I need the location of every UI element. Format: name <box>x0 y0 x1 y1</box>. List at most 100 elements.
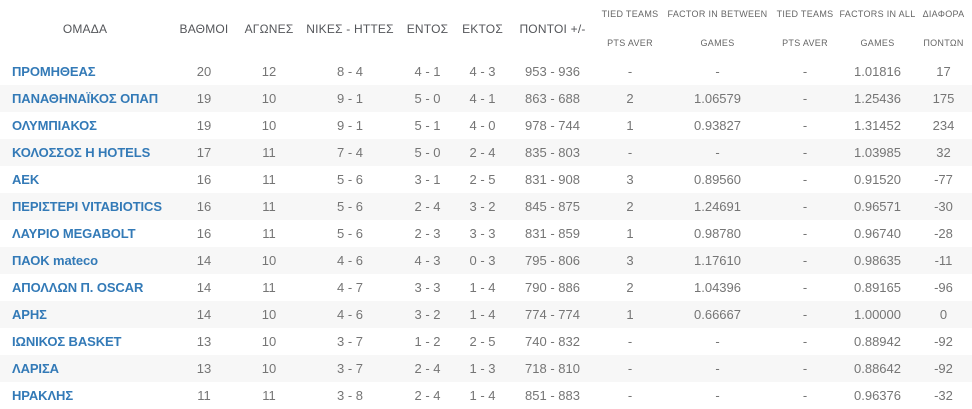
cell-points-plus-minus: 790 - 886 <box>525 280 580 295</box>
cell-factor-in-between-games: 0.89560 <box>694 172 741 187</box>
cell-tied-teams-pts-aver-1: 2 <box>626 280 634 295</box>
cell-away: 4 - 3 <box>469 64 496 79</box>
cell-tied-teams-pts-aver-1: 2 <box>626 91 634 106</box>
cell-point-difference: 234 <box>932 118 955 133</box>
table-row: ΑΕΚ 16 11 5 - 6 3 - 1 2 - 5 831 - 908 3 0.89560 -… <box>0 166 972 193</box>
cell-home: 5 - 0 <box>414 91 441 106</box>
cell-wins-losses: 5 - 6 <box>336 172 363 187</box>
team-link[interactable]: ΛΑΥΡΙΟ MEGABOLT <box>12 226 136 241</box>
cell-wins-losses: 4 - 6 <box>336 253 363 268</box>
cell-points-plus-minus: 718 - 810 <box>525 361 580 376</box>
cell-home: 4 - 3 <box>414 253 441 268</box>
cell-games: 11 <box>262 172 276 187</box>
table-row: ΟΛΥΜΠΙΑΚΟΣ 19 10 9 - 1 5 - 1 4 - 0 978 - 744 1 0… <box>0 112 972 139</box>
cell-home: 3 - 1 <box>414 172 441 187</box>
cell-points: 14 <box>196 253 212 268</box>
cell-factors-in-all-games: 1.31452 <box>854 118 901 133</box>
team-link[interactable]: ΑΕΚ <box>12 172 40 187</box>
cell-wins-losses: 3 - 7 <box>336 361 363 376</box>
cell-away: 1 - 3 <box>469 361 496 376</box>
cell-factor-in-between-games: - <box>715 145 720 160</box>
column-header-team: ΟΜΑΔΑ <box>62 22 108 36</box>
table-row: ΛΑΡΙΣΑ 13 10 3 - 7 2 - 4 1 - 3 718 - 810 - - - 0.8… <box>0 355 972 382</box>
cell-games: 10 <box>261 307 277 322</box>
column-header-away: ΕΚΤΟΣ <box>462 22 503 36</box>
cell-points: 14 <box>196 307 212 322</box>
column-header-line2: PTS AVER <box>782 38 828 48</box>
cell-tied-teams-pts-aver-2: - <box>802 64 808 79</box>
column-header-points: ΒΑΘΜΟΙ <box>179 22 229 36</box>
cell-factors-in-all-games: 1.03985 <box>854 145 901 160</box>
cell-tied-teams-pts-aver-1: - <box>627 334 633 349</box>
column-header-line2: GAMES <box>860 38 895 48</box>
cell-point-difference: -96 <box>934 280 953 295</box>
cell-tied-teams-pts-aver-2: - <box>802 118 808 133</box>
cell-away: 2 - 5 <box>469 172 496 187</box>
cell-tied-teams-pts-aver-2: - <box>802 280 808 295</box>
cell-away: 1 - 4 <box>469 280 496 295</box>
team-link[interactable]: ΛΑΡΙΣΑ <box>12 361 59 376</box>
cell-tied-teams-pts-aver-2: - <box>802 361 808 376</box>
cell-factors-in-all-games: 0.88642 <box>854 361 901 376</box>
cell-point-difference: -92 <box>934 361 953 376</box>
cell-tied-teams-pts-aver-2: - <box>802 334 808 349</box>
cell-points: 16 <box>196 172 212 187</box>
cell-home: 4 - 1 <box>414 64 441 79</box>
cell-points-plus-minus: 774 - 774 <box>525 307 580 322</box>
cell-points-plus-minus: 835 - 803 <box>525 145 580 160</box>
cell-points-plus-minus: 795 - 806 <box>525 253 580 268</box>
cell-point-difference: 17 <box>936 64 951 79</box>
cell-wins-losses: 3 - 7 <box>336 334 363 349</box>
column-header-point-difference: ΔΙΑΦΟΡΑ ΠΟΝΤΩΝ <box>915 0 972 58</box>
team-link[interactable]: ΗΡΑΚΛΗΣ <box>12 388 74 403</box>
column-header-tied-teams-pts-aver-2: TIED TEAMS PTS AVER <box>770 0 840 58</box>
cell-factors-in-all-games: 0.98635 <box>854 253 901 268</box>
cell-points-plus-minus: 740 - 832 <box>525 334 580 349</box>
team-link[interactable]: ΠΕΡΙΣΤΕΡΙ VITABIOTICS <box>12 199 162 214</box>
cell-games: 10 <box>261 253 277 268</box>
cell-factor-in-between-games: 1.24691 <box>694 199 741 214</box>
cell-games: 10 <box>261 118 277 133</box>
cell-factors-in-all-games: 0.96376 <box>854 388 901 403</box>
cell-home: 1 - 2 <box>414 334 441 349</box>
cell-point-difference: -77 <box>934 172 953 187</box>
cell-points: 13 <box>196 334 212 349</box>
cell-tied-teams-pts-aver-1: - <box>627 145 633 160</box>
cell-factor-in-between-games: - <box>715 64 720 79</box>
table-row: ΠΑΟΚ mateco 14 10 4 - 6 4 - 3 0 - 3 795 - 806 3… <box>0 247 972 274</box>
table-row: ΑΠΟΛΛΩΝ Π. OSCAR 14 11 4 - 7 3 - 3 1 - 4 790 -… <box>0 274 972 301</box>
column-header-wins-losses: ΝΙΚΕΣ - ΗΤΤΕΣ <box>306 22 394 36</box>
team-link[interactable]: ΑΠΟΛΛΩΝ Π. OSCAR <box>12 280 144 295</box>
team-link[interactable]: ΟΛΥΜΠΙΑΚΟΣ <box>12 118 97 133</box>
cell-wins-losses: 4 - 7 <box>336 280 363 295</box>
cell-factor-in-between-games: 0.98780 <box>694 226 741 241</box>
team-link[interactable]: ΠΡΟΜΗΘΕΑΣ <box>12 64 96 79</box>
cell-point-difference: 175 <box>932 91 955 106</box>
cell-games: 10 <box>261 361 277 376</box>
cell-games: 10 <box>261 334 277 349</box>
cell-tied-teams-pts-aver-1: - <box>627 361 633 376</box>
cell-points: 13 <box>196 361 212 376</box>
cell-factors-in-all-games: 1.00000 <box>854 307 901 322</box>
cell-factor-in-between-games: - <box>715 334 720 349</box>
column-header-home: ΕΝΤΟΣ <box>406 22 449 36</box>
cell-factor-in-between-games: - <box>715 361 720 376</box>
cell-games: 12 <box>261 64 277 79</box>
cell-points: 17 <box>196 145 212 160</box>
team-link[interactable]: ΠΑΝΑΘΗΝΑΪΚΟΣ ΟΠΑΠ <box>12 91 158 106</box>
column-header-factor-in-between-games: FACTOR IN BETWEEN GAMES <box>665 0 770 58</box>
cell-home: 2 - 4 <box>414 388 441 403</box>
cell-home: 2 - 4 <box>414 361 441 376</box>
team-link[interactable]: ΠΑΟΚ mateco <box>12 253 98 268</box>
team-link[interactable]: ΑΡΗΣ <box>12 307 47 322</box>
cell-points-plus-minus: 851 - 883 <box>525 388 580 403</box>
cell-tied-teams-pts-aver-2: - <box>802 253 808 268</box>
column-header-line2: GAMES <box>700 38 735 48</box>
cell-away: 2 - 5 <box>469 334 496 349</box>
cell-wins-losses: 5 - 6 <box>336 199 363 214</box>
cell-tied-teams-pts-aver-1: - <box>627 388 633 403</box>
cell-home: 5 - 0 <box>414 145 441 160</box>
team-link[interactable]: ΙΩΝΙΚΟΣ BASKET <box>12 334 122 349</box>
team-link[interactable]: ΚΟΛΟΣΣΟΣ Η HOTELS <box>12 145 151 160</box>
